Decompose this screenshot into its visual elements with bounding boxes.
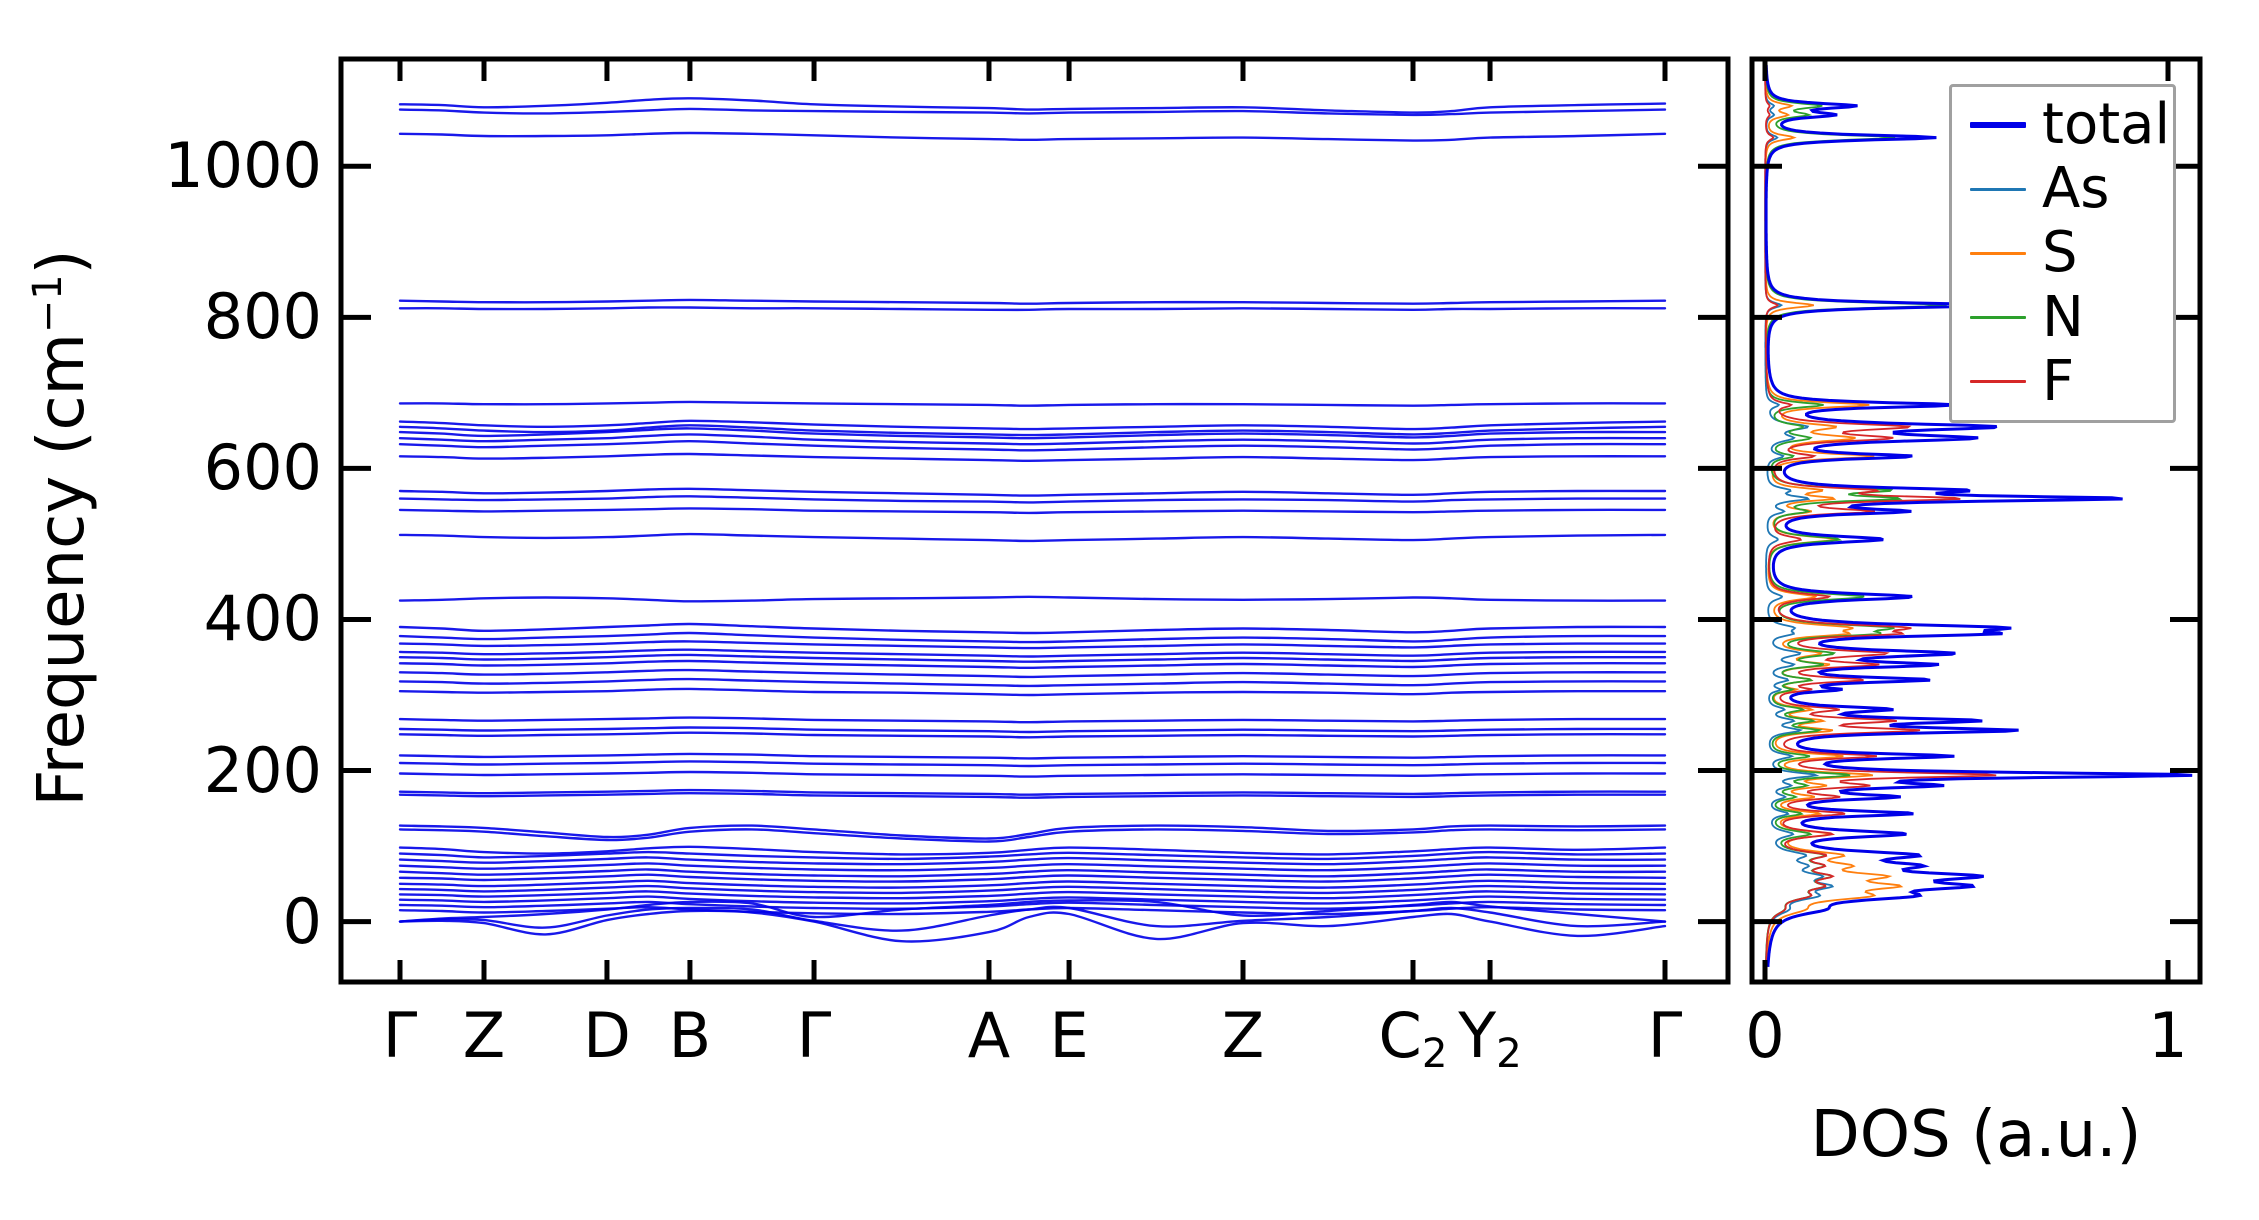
band-line (398, 760, 1667, 768)
band-line (398, 899, 1667, 923)
band-line (398, 677, 1667, 688)
band-line (398, 868, 1667, 878)
band-line (398, 107, 1667, 117)
band-line (398, 306, 1667, 312)
band-line (398, 752, 1667, 760)
band-line (398, 622, 1667, 635)
y-tick-label-0: 0 (282, 884, 322, 958)
band-line (398, 439, 1667, 452)
band-line (398, 595, 1667, 603)
k-label-Z-1: Z (462, 999, 506, 1072)
k-label-Γ-0: Γ (382, 999, 418, 1072)
band-line (398, 653, 1667, 663)
band-line (398, 131, 1667, 142)
legend-label-S: S (2042, 220, 2078, 286)
band-panel-frame (338, 56, 1731, 985)
band-line (398, 659, 1667, 670)
y-tick-label-800: 800 (203, 280, 322, 354)
legend-line-total (1970, 122, 2026, 129)
band-line (398, 495, 1667, 504)
k-label-Γ-10: Γ (1647, 999, 1683, 1072)
k-label-Y2-9: Y2 (1458, 999, 1522, 1078)
band-line (398, 828, 1667, 843)
band-line (398, 487, 1667, 497)
y-tick-label-1000: 1000 (164, 129, 322, 203)
dos-panel-frame (1749, 56, 2203, 985)
band-line (398, 427, 1667, 440)
legend-label-As: As (2042, 156, 2110, 222)
band-line (398, 532, 1667, 543)
legend-entry-S: S (1952, 224, 2173, 282)
band-line (398, 905, 1667, 932)
dos-tick-label-1: 1 (2148, 999, 2188, 1072)
band-line (398, 824, 1667, 840)
legend-label-F: F (2042, 348, 2075, 414)
band-line (398, 791, 1667, 799)
k-label-A-5: A (967, 999, 1011, 1072)
dos-curve-total (1764, 64, 2193, 968)
band-line (398, 400, 1667, 407)
y-axis-label-post: ) (25, 249, 100, 275)
y-tick-label-200: 200 (203, 733, 322, 807)
band-line (398, 419, 1667, 431)
k-label-B-3: B (668, 999, 712, 1072)
band-line (398, 890, 1667, 900)
k-label-Γ-4: Γ (796, 999, 832, 1072)
band-line (398, 640, 1667, 650)
y-tick-label-400: 400 (203, 582, 322, 656)
k-label-C2-8: C2 (1378, 999, 1448, 1078)
band-line (398, 731, 1667, 739)
band-line (398, 433, 1667, 446)
legend-line-F (1970, 380, 2026, 384)
band-line (398, 716, 1667, 724)
band-line (398, 895, 1667, 905)
k-label-D-2: D (583, 999, 631, 1072)
band-line (398, 770, 1667, 778)
band-line (398, 648, 1667, 658)
band-line (398, 97, 1667, 114)
band-line (398, 726, 1667, 734)
legend-entry-N: N (1952, 284, 2173, 350)
k-label-E-6: E (1049, 999, 1089, 1072)
legend-label-N: N (2042, 284, 2084, 350)
band-line (398, 900, 1667, 910)
legend-entry-total: total (1952, 96, 2173, 154)
band-line (398, 298, 1667, 305)
legend-line-N (1970, 316, 2026, 320)
band-line (398, 856, 1667, 866)
legend: total As S N F (1949, 84, 2176, 423)
band-line (398, 862, 1667, 872)
band-line (398, 850, 1667, 861)
k-label-Z-7: Z (1221, 999, 1265, 1072)
band-line (398, 668, 1667, 679)
band-line (398, 687, 1667, 697)
band-line (398, 788, 1667, 796)
band-line (398, 507, 1667, 515)
band-line (398, 452, 1667, 463)
legend-entry-F: F (1952, 348, 2173, 414)
legend-label-total: total (2042, 92, 2171, 158)
band-line (398, 884, 1667, 895)
band-line (398, 845, 1667, 856)
legend-entry-As: As (1952, 160, 2173, 218)
band-line (398, 909, 1667, 943)
band-line (398, 631, 1667, 644)
band-line (398, 873, 1667, 883)
y-tick-label-600: 600 (203, 431, 322, 505)
band-line (398, 879, 1667, 889)
legend-line-As (1970, 187, 2026, 191)
dos-tick-label-0: 0 (1745, 999, 1785, 1072)
legend-line-S (1970, 251, 2026, 255)
dos-axis-label: DOS (a.u.) (1810, 1098, 2142, 1172)
band-line (398, 424, 1667, 437)
